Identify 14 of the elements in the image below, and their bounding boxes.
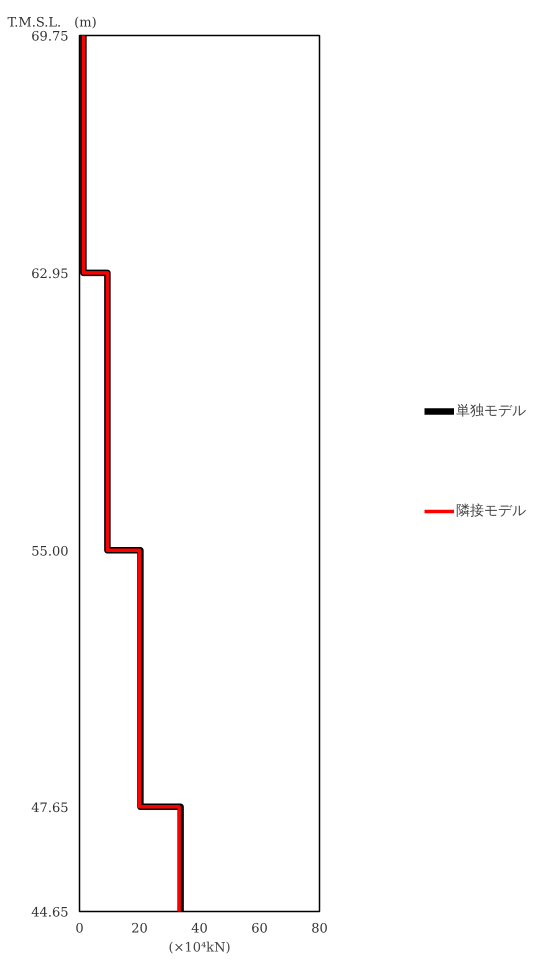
legend-label: 隣接モデル [456,502,526,520]
y-tick-label: 47.65 [31,800,68,816]
legend-label: 単独モデル [456,402,526,420]
x-tick-label: 20 [131,922,148,936]
y-axis-title: T.M.S.L. (m) [8,16,97,30]
y-tick-label: 55.00 [31,544,68,560]
x-tick-label: 80 [311,922,328,936]
y-tick-label: 69.75 [31,30,68,44]
y-tick-label: 44.65 [31,906,68,920]
x-tick-label: 40 [191,922,208,936]
y-tick-label: 62.95 [31,266,68,282]
x-tick-label: 0 [75,922,84,936]
x-axis-title: (×10⁴kN) [168,940,231,956]
x-tick-label: 60 [251,922,268,936]
